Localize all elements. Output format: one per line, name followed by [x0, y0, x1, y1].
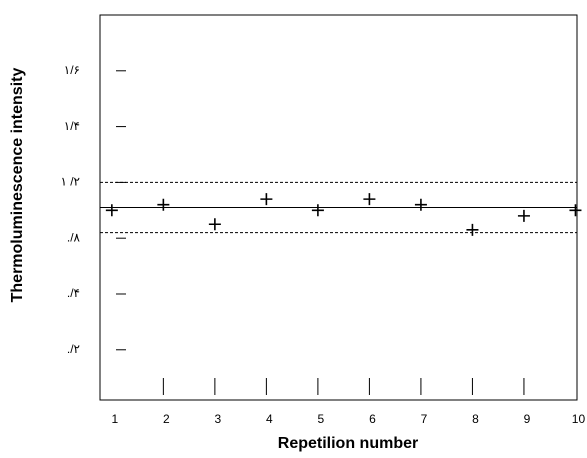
- y-tick-label: ۱ /۲: [60, 175, 80, 189]
- data-point: [157, 198, 170, 211]
- data-point: [363, 193, 376, 206]
- x-tick-label: 4: [266, 412, 273, 426]
- data-point: [105, 204, 118, 217]
- y-tick-label: ./۲: [67, 342, 80, 356]
- y-tick-label: ۱/۴: [64, 119, 80, 133]
- x-tick-label: 1: [112, 412, 119, 426]
- x-tick-label: 10: [572, 412, 586, 426]
- y-tick-label: ۱/۶: [64, 63, 80, 77]
- y-tick-label: ./۸: [67, 230, 81, 244]
- y-axis-label: Thermoluminescence intensity: [9, 68, 26, 303]
- x-tick-label: 8: [472, 412, 479, 426]
- x-tick-label: 7: [421, 412, 428, 426]
- data-point: [517, 209, 530, 222]
- x-tick-label: 9: [524, 412, 531, 426]
- x-tick-label: 3: [215, 412, 222, 426]
- data-point: [414, 198, 427, 211]
- data-point: [260, 193, 273, 206]
- x-tick-label: 2: [163, 412, 170, 426]
- x-tick-label: 5: [318, 412, 325, 426]
- x-axis-label: Repetilion number: [278, 435, 418, 452]
- data-point: [208, 218, 221, 231]
- x-tick-label: 6: [369, 412, 376, 426]
- data-point: [569, 204, 582, 217]
- data-point: [466, 223, 479, 236]
- y-tick-label: ./۴: [67, 286, 80, 300]
- data-point: [311, 204, 324, 217]
